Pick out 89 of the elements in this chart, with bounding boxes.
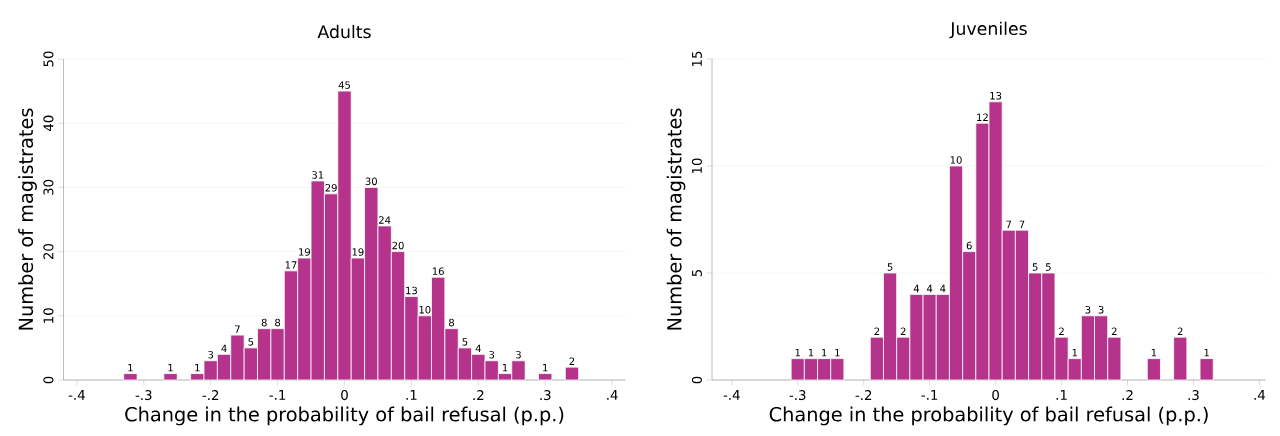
data-label: 8 <box>449 318 455 327</box>
data-label: 5 <box>887 263 893 271</box>
data-label: 24 <box>379 216 391 224</box>
data-label: 1 <box>503 364 508 372</box>
x-tick-label: -.2 <box>855 390 872 400</box>
data-label: 17 <box>285 261 297 269</box>
data-label: 3 <box>516 350 521 359</box>
y-tick-label: 10 <box>691 158 702 174</box>
x-tick-label: -.1 <box>269 390 286 400</box>
data-label: 1 <box>1072 349 1077 357</box>
data-label: 1 <box>168 364 173 372</box>
x-tick-label: .2 <box>473 390 484 400</box>
x-tick-label: 0 <box>992 390 999 401</box>
data-label: 4 <box>940 284 946 293</box>
y-tick-label: 15 <box>692 51 702 67</box>
data-label: 5 <box>1032 263 1038 271</box>
y-tick-label: 20 <box>43 243 54 260</box>
data-label: 3 <box>1098 305 1104 314</box>
data-label: 8 <box>261 318 267 327</box>
data-label: 1 <box>128 364 133 372</box>
data-label: 4 <box>221 344 227 353</box>
x-tick-label: .1 <box>406 390 417 400</box>
chart-title: Juveniles <box>949 21 1027 39</box>
y-tick-label: 0 <box>43 376 54 384</box>
x-axis-title: Change in the probability of bail refusal (p.p.) <box>769 406 1208 426</box>
chart-title: Adults <box>317 24 371 39</box>
data-label: 3 <box>489 350 495 359</box>
data-label: 7 <box>1019 220 1025 228</box>
data-label: 45 <box>338 81 350 89</box>
x-tick-label: -.2 <box>202 390 219 400</box>
data-label: 20 <box>392 241 404 250</box>
y-axis-title: Number of magistrates <box>666 108 686 330</box>
data-label: 2 <box>1111 327 1117 335</box>
data-label: 2 <box>900 327 906 335</box>
data-label: 1 <box>195 364 200 372</box>
y-tick-label: 10 <box>43 308 54 323</box>
x-axis-title: Change in the probability of bail refusal (p.p.) <box>125 406 564 426</box>
data-label: 3 <box>208 350 214 359</box>
x-tick-label: .4 <box>607 390 618 400</box>
data-label: 1 <box>1151 349 1157 357</box>
x-tick-label: .4 <box>1254 390 1266 400</box>
y-axis-title: Number of magistrates <box>18 108 37 330</box>
data-label: 4 <box>913 284 920 293</box>
data-label: 2 <box>1059 327 1064 335</box>
y-tick-label: 5 <box>692 269 702 277</box>
data-label: 8 <box>275 318 281 327</box>
data-label: 3 <box>1085 305 1091 314</box>
x-tick-label: .1 <box>1056 390 1067 400</box>
data-label: 1 <box>1204 349 1209 357</box>
data-label: 19 <box>299 248 311 256</box>
x-tick-label: .3 <box>1188 390 1199 401</box>
data-label: 12 <box>977 113 988 121</box>
data-label: 7 <box>1006 220 1012 228</box>
x-tick-label: -.3 <box>135 390 152 401</box>
data-label: 29 <box>325 183 337 192</box>
x-tick-label: -.4 <box>68 390 85 400</box>
data-label: 10 <box>419 305 431 314</box>
data-label: 1 <box>835 349 840 357</box>
data-label: 30 <box>365 177 377 186</box>
x-tick-label: 0 <box>341 390 348 401</box>
data-label: 1 <box>795 349 800 357</box>
x-tick-label: -.1 <box>921 390 938 400</box>
data-label: 7 <box>235 325 240 333</box>
data-label: 31 <box>312 171 324 179</box>
data-label: 10 <box>950 156 962 164</box>
y-tick-label: 30 <box>43 179 54 195</box>
data-label: 5 <box>248 338 254 346</box>
data-label: 5 <box>462 338 468 346</box>
data-label: 1 <box>822 349 827 357</box>
data-label: 13 <box>406 286 417 295</box>
y-tick-label: 40 <box>43 115 54 132</box>
data-label: 4 <box>475 344 481 353</box>
x-tick-label: .3 <box>540 390 551 401</box>
data-label: 16 <box>432 267 444 276</box>
x-tick-label: -.3 <box>789 390 806 401</box>
data-label: 6 <box>966 241 972 250</box>
data-label: 5 <box>1045 263 1051 271</box>
data-label: 1 <box>808 349 814 357</box>
data-label: 2 <box>569 357 575 365</box>
data-label: 13 <box>990 91 1002 100</box>
y-tick-label: 0 <box>691 376 702 384</box>
data-label: 2 <box>1177 327 1183 335</box>
data-label: 4 <box>926 284 933 293</box>
x-tick-label: .2 <box>1122 390 1133 400</box>
y-tick-label: 50 <box>43 51 54 67</box>
x-tick-label: -.4 <box>723 390 740 400</box>
data-label: 19 <box>352 248 364 256</box>
data-label: 2 <box>874 327 880 335</box>
data-label: 1 <box>543 364 548 372</box>
